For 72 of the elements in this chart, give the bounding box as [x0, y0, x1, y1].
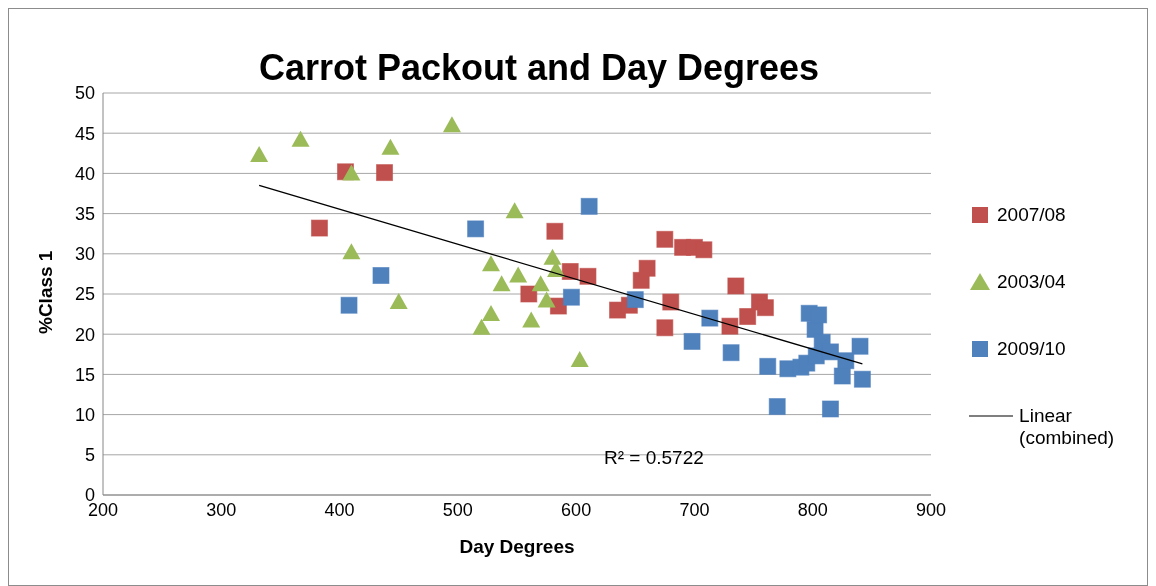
- y-tick-label: 25: [74, 284, 95, 305]
- point: [505, 202, 524, 219]
- point: [543, 248, 562, 265]
- point: [656, 230, 674, 248]
- point: [481, 255, 500, 272]
- x-tick-label: 300: [206, 499, 237, 520]
- point: [250, 145, 269, 162]
- y-tick-label: 20: [74, 324, 95, 345]
- point: [580, 197, 598, 215]
- point: [662, 293, 680, 311]
- point: [537, 291, 556, 308]
- legend-label: Linear (combined): [1019, 405, 1116, 449]
- point: [721, 317, 739, 335]
- y-axis-title: %Class 1: [34, 250, 56, 334]
- x-axis-title: Day Degrees: [459, 536, 575, 557]
- point: [546, 222, 564, 240]
- x-tick-label: 900: [915, 499, 947, 520]
- chart-title: Carrot Packout and Day Degrees: [257, 47, 821, 89]
- point: [442, 116, 461, 133]
- point: [768, 398, 786, 416]
- y-tick-label: 50: [74, 83, 95, 104]
- point: [853, 370, 871, 388]
- point: [342, 164, 361, 181]
- point: [561, 262, 579, 280]
- x-tick-label: 500: [442, 499, 473, 520]
- point: [579, 267, 597, 285]
- y-tick-label: 10: [74, 404, 95, 425]
- point: [683, 332, 701, 350]
- point: [833, 367, 851, 385]
- point: [509, 266, 528, 283]
- point: [291, 130, 310, 147]
- point: [626, 291, 644, 309]
- point: [340, 296, 358, 314]
- point: [531, 275, 550, 292]
- point: [520, 285, 538, 303]
- point: [701, 309, 719, 327]
- point: [851, 337, 869, 355]
- legend-label: 2009/10: [997, 338, 1066, 360]
- point: [722, 344, 740, 362]
- point: [522, 311, 541, 328]
- y-tick-label: 40: [74, 163, 95, 184]
- legend-label: 2007/08: [997, 204, 1066, 226]
- point: [467, 220, 485, 238]
- point: [759, 357, 777, 375]
- y-tick-label: 35: [74, 203, 95, 224]
- y-tick-label: 15: [74, 364, 95, 385]
- legend-label: 2003/04: [997, 271, 1066, 293]
- point: [821, 400, 839, 418]
- x-tick-label: 800: [797, 499, 828, 520]
- point: [492, 275, 511, 292]
- annotation: R² = 0.5722: [604, 447, 704, 469]
- point: [381, 138, 400, 155]
- y-tick-label: 30: [74, 244, 95, 265]
- x-tick-label: 600: [561, 499, 592, 520]
- point: [481, 305, 500, 322]
- point: [570, 350, 589, 367]
- point: [739, 308, 757, 326]
- point: [562, 288, 580, 306]
- point: [472, 318, 491, 335]
- point: [389, 293, 408, 310]
- x-tick-label: 400: [324, 499, 355, 520]
- point: [638, 259, 656, 277]
- point: [656, 319, 674, 337]
- point: [342, 243, 361, 260]
- y-tick-label: 45: [74, 123, 95, 144]
- point: [372, 267, 390, 285]
- point: [310, 219, 328, 237]
- y-tick-label: 5: [84, 445, 95, 466]
- x-tick-label: 700: [679, 499, 710, 520]
- point: [695, 241, 713, 259]
- point: [376, 164, 394, 182]
- point: [727, 277, 745, 295]
